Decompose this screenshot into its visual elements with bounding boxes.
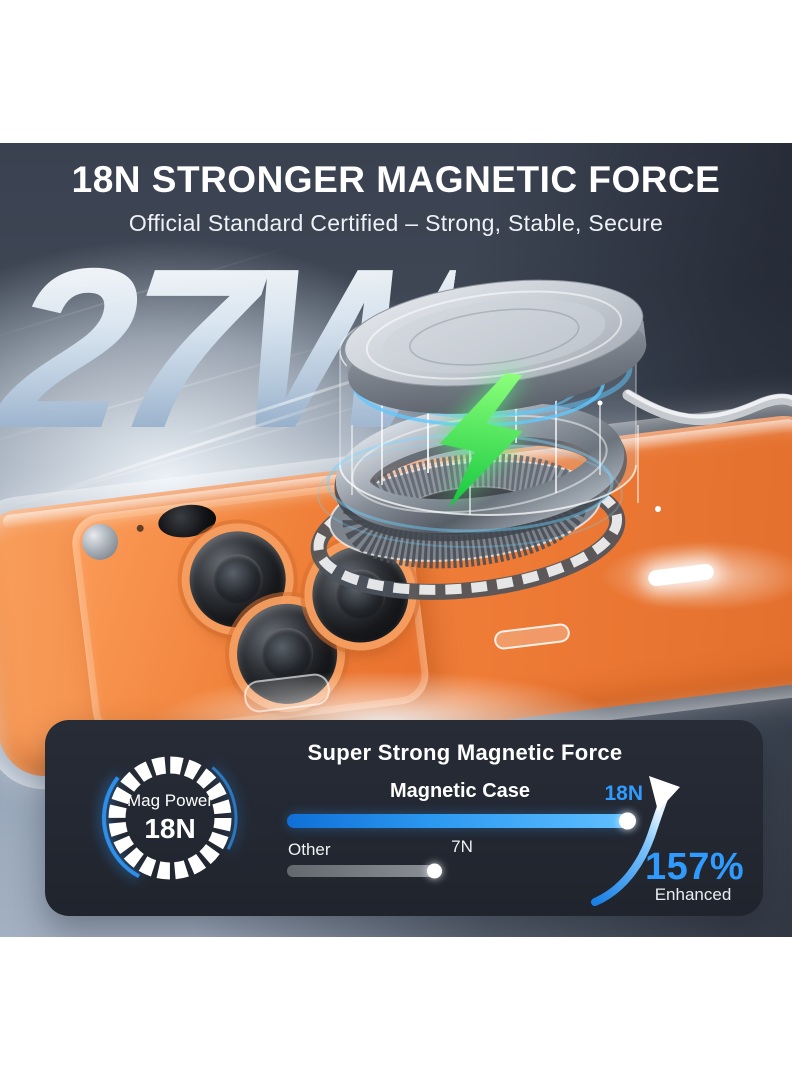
gauge-label: Mag Power (127, 791, 213, 810)
bar-end-dot (619, 812, 636, 830)
charging-cable (622, 389, 792, 425)
other-bar-value: 7N (451, 837, 473, 856)
lightning-bolt-icon (439, 373, 523, 509)
page-subtitle: Official Standard Certified – Strong, St… (128, 210, 664, 236)
enhancement-percent: 157% (645, 846, 745, 888)
other-bar-label: Other (288, 840, 331, 859)
gauge-value: 18N (144, 813, 196, 844)
mag-power-gauge: Mag Power 18N (90, 738, 250, 898)
other-bar (287, 863, 442, 879)
gauge-text: Mag Power 18N (90, 738, 250, 898)
gauge-ring (101, 750, 238, 886)
headline-block: 18N STRONGER MAGNETIC FORCE Official Sta… (0, 159, 792, 237)
magnetic-case-bar-label: Magnetic Case (389, 780, 531, 802)
magnetic-case-bar-value: 18N (604, 782, 643, 805)
enhancement-label: Enhanced (654, 885, 732, 904)
page-title: 18N STRONGER MAGNETIC FORCE (71, 159, 721, 200)
bar-end-dot (427, 863, 442, 879)
magnetic-force-panel: Mag Power 18N Super Strong Magnetic Forc… (45, 720, 763, 916)
hero-scene: 18N STRONGER MAGNETIC FORCE Official Sta… (0, 143, 792, 937)
magnetic-case-bar (287, 812, 636, 830)
magnet-assembly (310, 279, 792, 600)
growth-arrow-icon (591, 776, 680, 906)
charger-puck (344, 279, 647, 414)
panel-heading: Super Strong Magnetic Force (307, 740, 623, 765)
